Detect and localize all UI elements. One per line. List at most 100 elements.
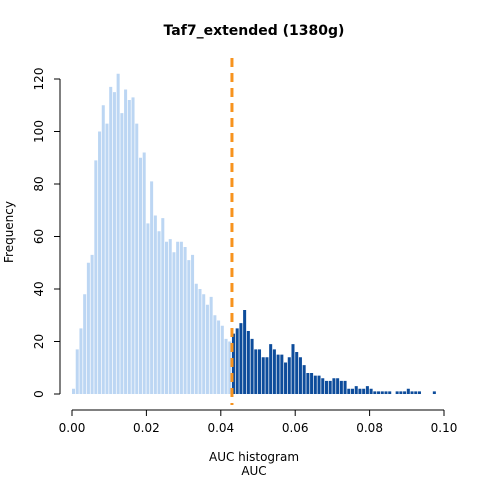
histogram-bar [284, 362, 288, 394]
y-axis-label: Frequency [2, 201, 16, 263]
histogram-bar [347, 388, 351, 394]
histogram-bar [246, 331, 250, 394]
histogram-bar [388, 391, 392, 395]
histogram-bar [417, 391, 421, 395]
y-tick-label: 100 [32, 120, 46, 143]
histogram-bar [150, 181, 154, 395]
histogram-bar [291, 344, 295, 395]
chart-title: Taf7_extended (1380g) [164, 23, 345, 39]
y-tick-label: 40 [32, 281, 46, 296]
histogram-bar [414, 391, 418, 395]
histogram-bar [295, 352, 299, 394]
histogram-bar [231, 333, 235, 395]
histogram-bar [269, 344, 273, 395]
histogram-bar [321, 378, 325, 394]
bars-layer [72, 73, 436, 395]
histogram-bar [191, 254, 195, 395]
histogram-bar [324, 380, 328, 395]
histogram-bar [146, 223, 150, 395]
axes-layer: 0.00 0.02 0.04 0.06 0.08 0.10 0 20 40 60 80 100 120 [32, 68, 457, 435]
histogram-bar [328, 380, 332, 395]
histogram-bar [369, 388, 373, 394]
histogram-bar [272, 349, 276, 395]
histogram-bar [384, 391, 388, 395]
histogram-bar [142, 152, 146, 394]
x-tick-label: 0.08 [356, 421, 383, 435]
histogram-bar [153, 215, 157, 394]
histogram-bar [365, 386, 369, 395]
histogram-bar [112, 92, 116, 395]
x-axis-label: AUC [241, 464, 266, 478]
histogram-bar [432, 391, 436, 395]
histogram-bar [220, 325, 224, 394]
histogram-bar [90, 254, 94, 395]
histogram-bar [176, 241, 180, 394]
histogram-bar [280, 354, 284, 395]
histogram-bar [310, 373, 314, 394]
histogram-bar [209, 296, 213, 395]
histogram-bar [228, 341, 232, 394]
histogram-bar [202, 294, 206, 394]
histogram-bar [317, 375, 321, 395]
y-tick-label: 80 [32, 176, 46, 191]
histogram-bar [265, 357, 269, 394]
histogram-bar [79, 328, 83, 395]
histogram-bar [98, 131, 102, 394]
histogram-bar [157, 231, 161, 394]
histogram-bar [183, 247, 187, 394]
histogram-bar [239, 323, 243, 395]
histogram-bar [343, 380, 347, 395]
histogram-bar [406, 388, 410, 394]
y-tick-label: 60 [32, 229, 46, 244]
histogram-bar [332, 378, 336, 394]
histogram-bar [403, 391, 407, 395]
histogram-bar [395, 391, 399, 395]
histogram-bar [243, 310, 247, 394]
histogram-bar [72, 388, 76, 394]
histogram-bar [135, 123, 139, 395]
histogram-bar [198, 289, 202, 394]
histogram-bar [116, 73, 120, 394]
histogram-bar [313, 375, 317, 395]
histogram-bar [358, 388, 362, 394]
histogram-bar [124, 89, 128, 394]
histogram-bar [83, 294, 87, 394]
histogram-bar [261, 357, 265, 394]
y-tick-label: 20 [32, 334, 46, 349]
y-tick-label: 0 [32, 390, 46, 398]
x-tick-label: 0.06 [282, 421, 309, 435]
histogram-bar [339, 380, 343, 395]
histogram-bar [250, 338, 254, 395]
histogram-bar [165, 241, 169, 394]
histogram-bar [351, 388, 355, 394]
histogram-bar [109, 86, 113, 395]
histogram-bar [235, 328, 239, 395]
histogram-bar [101, 105, 105, 394]
y-tick-label: 120 [32, 68, 46, 91]
x-tick-label: 0.10 [431, 421, 458, 435]
x-tick-label: 0.04 [207, 421, 234, 435]
histogram-bar [94, 160, 98, 395]
x-tick-label: 0.02 [133, 421, 160, 435]
histogram-bar [105, 123, 109, 395]
histogram-bar [410, 391, 414, 395]
x-tick-label: 0.00 [59, 421, 86, 435]
histogram-bar [224, 338, 228, 395]
histogram-bar [194, 283, 198, 394]
histogram-bar [217, 320, 221, 394]
histogram-bar [362, 388, 366, 394]
histogram-bar [168, 239, 172, 395]
histogram-bar [86, 262, 90, 394]
histogram-bar [336, 378, 340, 394]
histogram-bar [75, 349, 79, 395]
histogram-bar [354, 386, 358, 395]
histogram-bar [287, 357, 291, 394]
histogram-bar [127, 100, 131, 394]
histogram-bar [380, 391, 384, 395]
histogram-bar [399, 391, 403, 395]
x-axis-label-histogram: AUC histogram [209, 450, 299, 464]
histogram-bar [302, 365, 306, 395]
histogram-bar [138, 157, 142, 394]
